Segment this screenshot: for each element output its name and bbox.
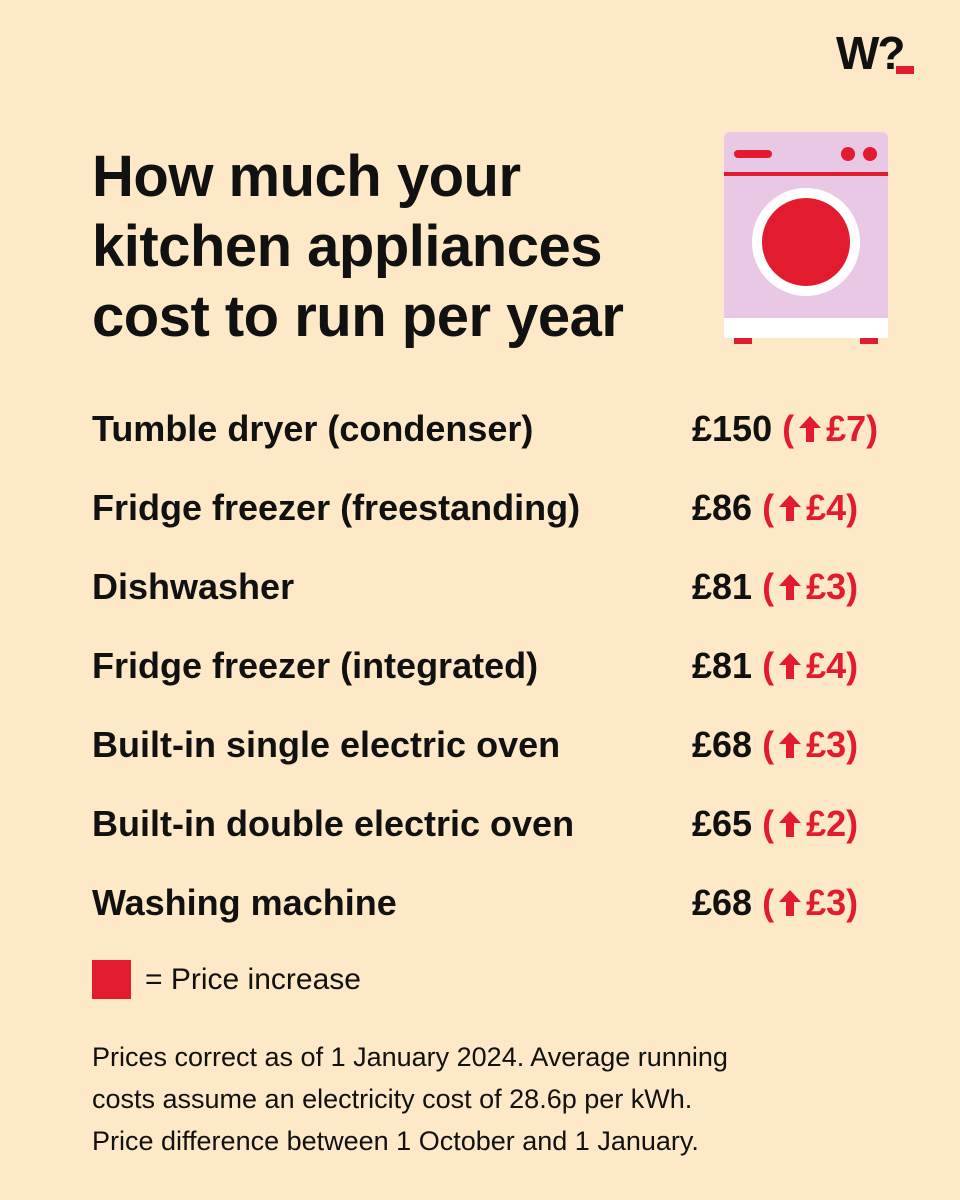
footnote-line: costs assume an electricity cost of 28.6… [92, 1084, 693, 1114]
arrow-up-icon [779, 574, 802, 600]
appliance-name: Dishwasher [92, 566, 295, 607]
logo-text: W? [836, 27, 906, 79]
list-item: Washing machine £68 ( £3 ) [92, 868, 912, 947]
arrow-up-icon [779, 653, 802, 679]
price-increase: ( £4 ) [762, 645, 859, 686]
annual-cost: £81 [692, 645, 753, 686]
list-item: Built-in double electric oven £65 ( £2 ) [92, 789, 912, 868]
footnote-line: Prices correct as of 1 January 2024. Ave… [92, 1042, 728, 1072]
appliance-name: Built-in single electric oven [92, 724, 561, 765]
annual-cost: £65 [692, 803, 753, 844]
price-increase: ( £2 ) [762, 803, 859, 844]
appliance-list: Tumble dryer (condenser) £150 ( £7 ) Fri… [92, 394, 912, 947]
appliance-name: Built-in double electric oven [92, 803, 575, 844]
appliance-name: Tumble dryer (condenser) [92, 408, 534, 449]
arrow-up-icon [779, 495, 802, 521]
legend-label: = Price increase [145, 962, 361, 996]
legend: = Price increase [92, 960, 361, 999]
which-logo: W? [836, 30, 920, 76]
washing-machine-icon [724, 132, 888, 344]
appliance-name: Washing machine [92, 882, 397, 923]
annual-cost: £86 [692, 487, 753, 528]
arrow-up-icon [779, 732, 802, 758]
price-increase: ( £3 ) [762, 882, 859, 923]
annual-cost: £68 [692, 882, 753, 923]
list-item: Tumble dryer (condenser) £150 ( £7 ) [92, 394, 912, 473]
list-item: Dishwasher £81 ( £3 ) [92, 552, 912, 631]
appliance-name: Fridge freezer (freestanding) [92, 487, 581, 528]
page-title: How much your kitchen appliances cost to… [92, 142, 692, 352]
arrow-up-icon [779, 890, 802, 916]
footnote-line: Price difference between 1 October and 1… [92, 1126, 699, 1156]
annual-cost: £68 [692, 724, 753, 765]
arrow-up-icon [799, 416, 822, 442]
list-item: Built-in single electric oven £68 ( £3 ) [92, 710, 912, 789]
appliance-name: Fridge freezer (integrated) [92, 645, 539, 686]
logo-dash-icon [896, 66, 914, 74]
red-square-icon [92, 960, 131, 999]
annual-cost: £150 [692, 408, 773, 449]
price-increase: ( £3 ) [762, 724, 859, 765]
price-increase: ( £7 ) [782, 408, 879, 449]
title-line: cost to run per year [92, 284, 624, 349]
title-line: kitchen appliances [92, 214, 602, 279]
annual-cost: £81 [692, 566, 753, 607]
list-item: Fridge freezer (freestanding) £86 ( £4 ) [92, 473, 912, 552]
arrow-up-icon [779, 811, 802, 837]
price-increase: ( £3 ) [762, 566, 859, 607]
title-line: How much your [92, 144, 521, 209]
footnote: Prices correct as of 1 January 2024. Ave… [92, 1036, 892, 1162]
price-increase: ( £4 ) [762, 487, 859, 528]
list-item: Fridge freezer (integrated) £81 ( £4 ) [92, 631, 912, 710]
